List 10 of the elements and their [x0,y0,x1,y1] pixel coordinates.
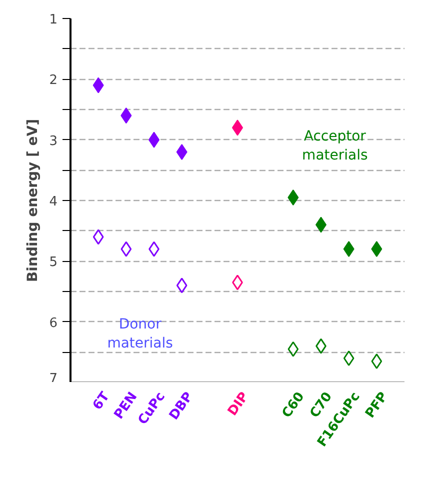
y-tick-label: 3 [49,134,58,149]
annotation: Donor materials [107,316,173,352]
y-axis-title: Binding energy [ eV] [25,118,42,282]
y-tick-label: 6 [49,316,58,331]
y-tick-label: 2 [49,73,58,88]
y-tick-label: 1 [49,12,58,28]
x-tick-label: 6T [90,389,113,413]
y-tick-label: 5 [49,255,58,270]
annotation: Acceptor materials [302,128,368,164]
y-tick-label: 4 [49,194,58,210]
